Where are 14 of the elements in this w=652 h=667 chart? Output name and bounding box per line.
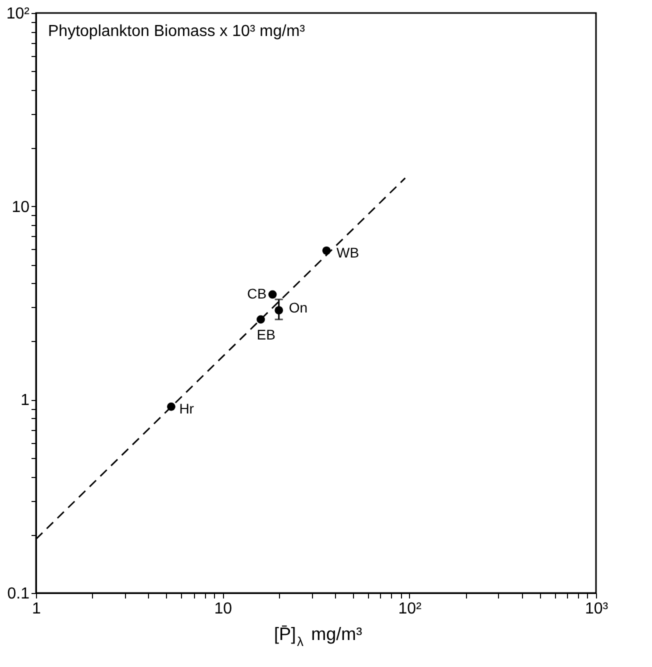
annotation: On <box>288 299 308 316</box>
x-tick-label: 10³ <box>584 600 609 618</box>
annotation: Hr <box>179 400 194 417</box>
y-tick-label: 1 <box>20 392 30 410</box>
x-tick-label: 10² <box>398 600 422 618</box>
y-tick-label: 10 <box>12 198 30 216</box>
y-axis-title: Phytoplankton Biomass x 10³ mg/m³ <box>48 23 306 40</box>
annotation: CB <box>247 285 267 302</box>
x-tick-label: 1 <box>32 600 42 618</box>
y-tick-label: 10² <box>6 6 30 22</box>
y-tick-label: 0.1 <box>7 586 30 602</box>
x-tick-label: 10 <box>214 600 232 618</box>
annotation: WB <box>336 244 360 261</box>
annotation: EB <box>256 326 276 342</box>
